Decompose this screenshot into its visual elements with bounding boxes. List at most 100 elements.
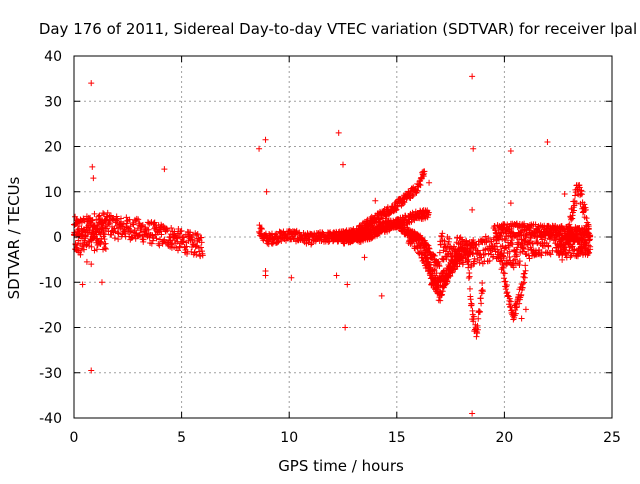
data-point <box>156 242 163 249</box>
y-axis-label: SDTVAR / TECUs <box>5 176 23 299</box>
data-point <box>582 251 589 258</box>
x-tick-label: 25 <box>603 430 621 446</box>
data-point <box>407 229 414 236</box>
chart-title: Day 176 of 2011, Sidereal Day-to-day VTE… <box>39 20 637 38</box>
data-point <box>505 226 512 233</box>
data-point <box>584 248 591 255</box>
data-point <box>132 235 139 242</box>
data-point <box>191 249 198 256</box>
data-point <box>507 298 514 305</box>
x-tick-label: 20 <box>495 430 513 446</box>
data-point <box>437 282 444 289</box>
outlier-point <box>544 138 551 145</box>
data-point <box>586 249 593 256</box>
data-point <box>531 252 538 259</box>
outlier-point <box>378 292 385 299</box>
data-point <box>191 237 198 244</box>
data-point <box>183 243 190 250</box>
outlier-point <box>561 191 568 198</box>
data-point <box>74 227 81 234</box>
data-point <box>454 263 461 270</box>
outlier-point <box>83 258 90 265</box>
data-point <box>431 252 438 259</box>
data-point <box>75 225 82 232</box>
data-point <box>128 228 135 235</box>
data-point <box>177 228 184 235</box>
data-point <box>82 232 89 239</box>
data-point <box>153 235 160 242</box>
y-tick-label: -20 <box>39 321 62 337</box>
data-point <box>446 235 453 242</box>
data-point <box>571 233 578 240</box>
outlier-point <box>479 288 486 295</box>
data-point <box>532 233 539 240</box>
data-point <box>579 235 586 242</box>
data-point <box>424 242 431 249</box>
x-tick-label: 10 <box>280 430 298 446</box>
outlier-point <box>333 272 340 279</box>
data-point <box>513 253 520 260</box>
data-point <box>583 239 590 246</box>
data-point <box>441 244 448 251</box>
data-point <box>106 213 113 220</box>
outlier-point <box>335 129 342 136</box>
outlier-point <box>518 315 525 322</box>
data-point <box>126 216 133 223</box>
data-point <box>516 300 523 307</box>
data-point <box>486 257 493 264</box>
data-point <box>101 236 108 243</box>
data-point <box>148 240 155 247</box>
data-point <box>325 238 332 245</box>
data-point <box>97 239 104 246</box>
data-point <box>438 233 445 240</box>
data-point <box>265 241 272 248</box>
data-point <box>456 250 463 257</box>
data-point <box>545 243 552 250</box>
outlier-point <box>469 73 476 80</box>
data-point <box>539 236 546 243</box>
data-point <box>81 246 88 253</box>
data-point <box>514 233 521 240</box>
data-point <box>114 229 121 236</box>
data-point <box>83 242 90 249</box>
data-point <box>176 244 183 251</box>
data-point <box>521 248 528 255</box>
outlier-point <box>79 281 86 288</box>
data-point <box>520 245 527 252</box>
data-point <box>440 247 447 254</box>
data-point <box>518 228 525 235</box>
outlier-point <box>507 200 514 207</box>
data-point <box>534 240 541 247</box>
data-point <box>584 229 591 236</box>
data-point <box>449 269 456 276</box>
data-point <box>499 261 506 268</box>
data-point <box>87 224 94 231</box>
data-point <box>512 256 519 263</box>
data-point <box>80 216 87 223</box>
data-point <box>583 215 590 222</box>
data-point <box>460 259 467 266</box>
data-point <box>471 260 478 267</box>
data-point <box>526 255 533 262</box>
outlier-point <box>342 324 349 331</box>
data-point <box>87 219 94 226</box>
data-point <box>433 270 440 277</box>
data-point <box>112 228 119 235</box>
data-point <box>77 240 84 247</box>
data-point <box>442 281 449 288</box>
outlier-point <box>262 272 269 279</box>
data-point <box>437 297 444 304</box>
data-point <box>586 236 593 243</box>
data-point <box>567 238 574 245</box>
data-point <box>406 230 413 237</box>
data-point <box>91 247 98 254</box>
data-point <box>513 304 520 311</box>
data-point <box>490 253 497 260</box>
data-point <box>507 304 514 311</box>
outlier-point <box>288 274 295 281</box>
data-point <box>478 300 485 307</box>
data-point <box>417 242 424 249</box>
data-point <box>115 230 122 237</box>
data-point <box>530 240 537 247</box>
data-point <box>113 213 120 220</box>
